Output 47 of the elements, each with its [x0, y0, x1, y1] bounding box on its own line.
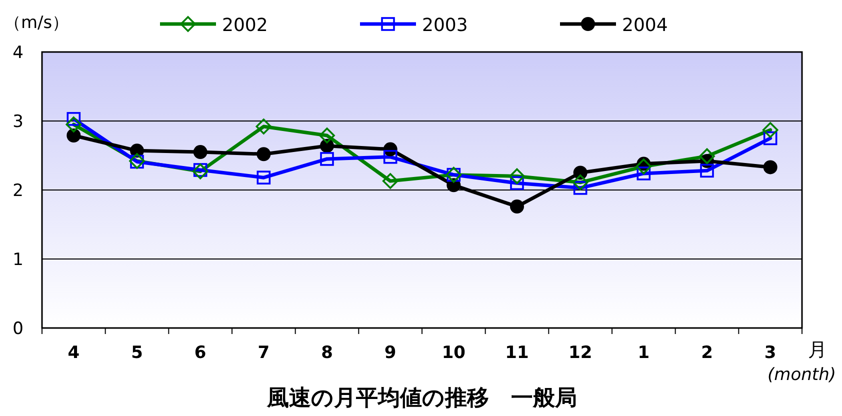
legend-label: 2003	[422, 15, 468, 36]
point	[256, 170, 271, 184]
y-tick-label: 4	[12, 43, 24, 63]
y-tick-label: 3	[12, 112, 24, 132]
legend-label: 2004	[622, 15, 668, 36]
point	[256, 118, 272, 134]
x-tick-label: 12	[568, 343, 592, 363]
point	[66, 128, 81, 142]
point	[382, 173, 398, 189]
x-tick-label: 9	[384, 343, 396, 363]
point	[320, 152, 334, 166]
point	[66, 116, 82, 132]
point	[763, 160, 778, 174]
point	[573, 181, 588, 195]
point	[256, 147, 271, 162]
x-tick-label: 4	[68, 343, 80, 363]
x-tick-label: 7	[258, 343, 270, 363]
x-tick-label: 1	[638, 343, 650, 363]
point	[383, 150, 398, 164]
y-tick-label: 2	[12, 181, 24, 201]
y-axis-title: （m/s）	[4, 13, 70, 33]
point	[319, 128, 335, 144]
point	[66, 112, 81, 126]
text: (month)	[768, 365, 836, 385]
point	[193, 145, 208, 160]
x-tick-label: 11	[505, 343, 529, 363]
x-tick-label: 6	[194, 343, 206, 363]
point	[509, 168, 525, 184]
x-tick-label: 5	[131, 343, 143, 363]
x-tick-label: 8	[321, 343, 333, 363]
point	[700, 164, 714, 178]
point	[699, 148, 715, 164]
point	[636, 166, 651, 180]
legend-label: 2002	[222, 15, 268, 36]
x-tick-label: 2	[701, 343, 713, 363]
y-tick-label: 1	[12, 250, 24, 270]
point	[636, 158, 652, 174]
point	[510, 200, 524, 214]
point	[572, 174, 588, 190]
point	[510, 176, 524, 190]
text: 風速の月平均値の推移 一般局	[266, 386, 577, 411]
y-tick-label: 0	[12, 319, 24, 339]
point	[762, 122, 778, 138]
x-axis-title: 月	[808, 339, 827, 361]
point	[763, 131, 778, 146]
x-tick-label: 3	[764, 343, 776, 363]
x-tick-label: 10	[442, 343, 466, 363]
